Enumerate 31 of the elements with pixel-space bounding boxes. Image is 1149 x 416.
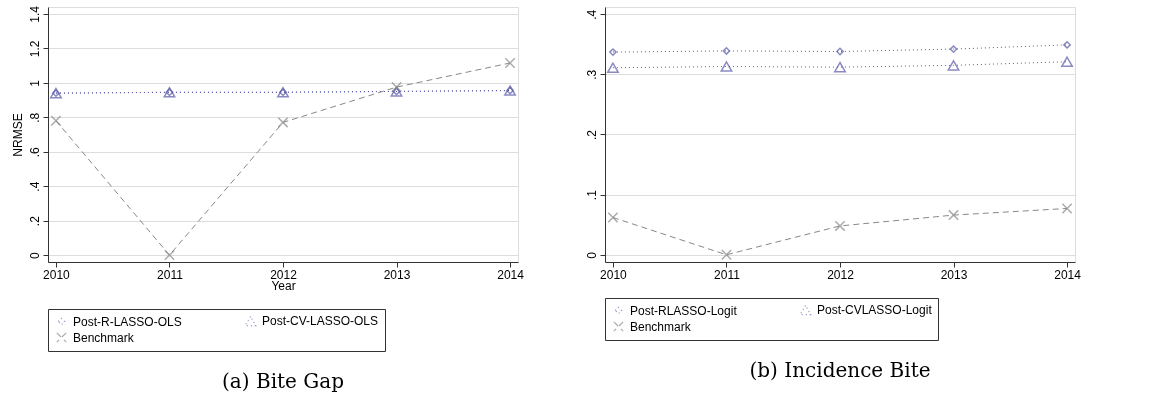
y-tick-label: .2: [584, 129, 599, 141]
x-tick-label: 2010: [600, 267, 628, 282]
y-tick-label: .6: [27, 146, 42, 158]
legend-label: Post-R-LASSO-OLS: [73, 314, 182, 329]
x-tick-label: 2014: [497, 267, 525, 282]
y-tick-label: .3: [584, 69, 599, 80]
y-tick-label: .8: [27, 112, 42, 123]
y-tick-label: 0: [27, 251, 42, 259]
y-tick-label: .4: [27, 181, 42, 192]
y-tick-label: .2: [27, 215, 42, 227]
x-tick-label: 2013: [940, 267, 968, 282]
y-tick-label: .4: [584, 9, 599, 20]
y-axis-title: NRMSE: [10, 113, 25, 157]
y-tick-label: .1: [584, 189, 599, 201]
x-tick-label: 2011: [714, 267, 741, 282]
x-tick-label: 2013: [383, 267, 411, 282]
y-tick-label: 0: [584, 251, 599, 259]
x-tick-label: 2010: [43, 267, 71, 282]
x-tick-label: 2011: [157, 267, 184, 282]
y-tick-label: 1.2: [27, 40, 42, 58]
text: (a) Bite Gap: [222, 368, 344, 393]
legend-label: Post-RLASSO-Logit: [630, 303, 738, 318]
legend-label: Benchmark: [73, 330, 135, 345]
y-tick-label: 1: [27, 79, 42, 87]
x-tick-label: 2012: [827, 267, 855, 282]
legend-label: Post-CV-LASSO-OLS: [262, 314, 379, 329]
legend-label: Post-CVLASSO-Logit: [817, 303, 933, 318]
text: (b) Incidence Bite: [749, 357, 931, 382]
x-tick-label: 2014: [1054, 267, 1082, 282]
legend-label: Benchmark: [630, 319, 692, 334]
y-tick-label: 1.4: [27, 5, 42, 23]
